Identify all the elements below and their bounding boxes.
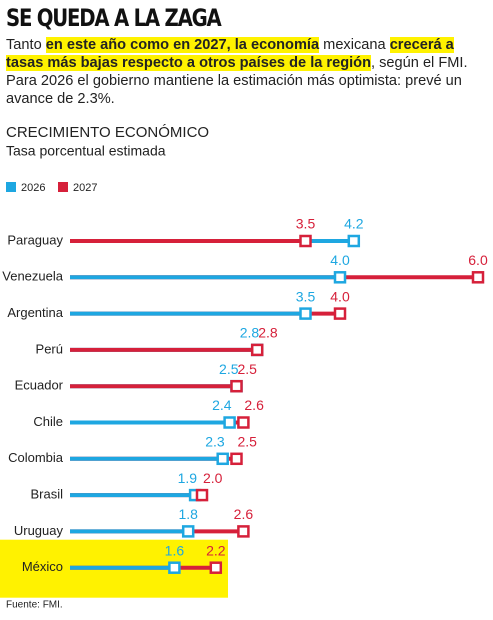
category-label: México (22, 559, 63, 574)
category-label: Ecuador (15, 378, 64, 393)
category-label: Venezuela (2, 269, 63, 284)
subtitle-part: en este año como en 2027, la economía (45, 37, 320, 53)
value-label: 2.5 (219, 361, 239, 377)
point-marker (223, 416, 236, 429)
subtitle: Tanto en este año como en 2027, la econo… (6, 36, 490, 108)
value-label: 2.5 (238, 361, 258, 377)
point-marker (333, 307, 347, 320)
point-marker (347, 234, 361, 248)
point-marker (237, 416, 250, 429)
subtitle-part: , según el FMI. Para 2026 el gobierno ma… (6, 55, 468, 107)
point-marker (333, 271, 347, 284)
chart-title: CRECIMIENTO ECONÓMICO (6, 124, 209, 141)
point-marker (230, 452, 243, 466)
source: Fuente: FMI. (6, 600, 63, 611)
value-label: 2.4 (212, 397, 232, 413)
legend-label: 2027 (73, 182, 97, 194)
point-marker (230, 379, 243, 393)
value-label: 3.5 (296, 216, 316, 232)
title: SE QUEDA A LA ZAGA (6, 4, 222, 32)
point-marker (181, 525, 195, 538)
value-label: 6.0 (468, 252, 488, 268)
point-marker (209, 561, 223, 574)
category-label: Paraguay (7, 232, 63, 247)
point-marker (216, 452, 229, 466)
subtitle-part: Tanto (6, 37, 46, 53)
category-label: Argentina (7, 305, 63, 320)
point-marker (299, 307, 312, 320)
value-label: 2.8 (258, 325, 278, 341)
value-label: 2.5 (238, 434, 258, 450)
category-label: Chile (33, 414, 63, 429)
legend-label: 2026 (21, 182, 45, 194)
value-label: 2.3 (205, 434, 225, 450)
value-label: 3.5 (296, 288, 316, 304)
point-marker (299, 234, 312, 248)
value-label: 4.0 (330, 252, 350, 268)
value-label: 1.8 (178, 506, 198, 522)
category-label: Perú (36, 341, 63, 356)
value-label: 4.0 (330, 288, 350, 304)
value-label: 1.6 (165, 542, 185, 558)
subtitle-part: mexicana (319, 37, 390, 53)
value-label: 4.2 (344, 216, 364, 232)
point-marker (237, 525, 250, 538)
point-marker (471, 271, 485, 284)
category-label: Brasil (30, 487, 63, 502)
point-marker (168, 561, 181, 574)
value-label: 2.6 (234, 506, 254, 522)
value-label: 2.8 (240, 325, 260, 341)
legend-swatch (6, 182, 16, 192)
point-marker (195, 488, 209, 502)
value-label: 2.0 (203, 470, 223, 486)
value-label: 1.9 (178, 470, 198, 486)
value-label: 2.2 (206, 542, 226, 558)
legend-swatch (58, 182, 68, 192)
category-label: Colombia (8, 450, 64, 465)
value-label: 2.6 (244, 397, 264, 413)
category-label: Uruguay (14, 523, 64, 538)
point-marker (250, 343, 264, 357)
chart-subtitle: Tasa porcentual estimada (6, 143, 166, 159)
